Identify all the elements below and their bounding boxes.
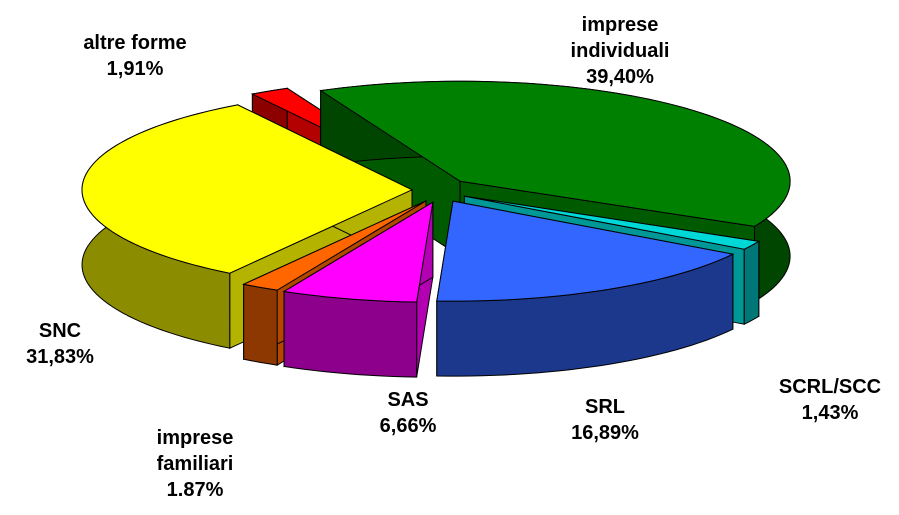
slice-label: imprese individuali 39,40% xyxy=(550,12,690,90)
value-label: 1,91% xyxy=(106,58,164,80)
slice-top xyxy=(242,200,427,291)
category-label: altre forme xyxy=(83,32,187,54)
slice-wall xyxy=(243,283,278,366)
slice-label: altre forme 1,91% xyxy=(35,30,235,82)
slice-top xyxy=(81,104,414,274)
category-label: imprese individuali xyxy=(570,14,670,62)
slice-top xyxy=(319,80,791,227)
value-label: 16,89% xyxy=(571,422,639,444)
category-label: SNC xyxy=(38,320,82,342)
slice-label: SNC 31,83% xyxy=(0,318,130,370)
slice-label: SAS 6,66% xyxy=(328,387,488,439)
pie-slice xyxy=(282,201,434,378)
category-label: SAS xyxy=(387,389,429,411)
category-label: SRL xyxy=(585,396,625,418)
value-label: 6,66% xyxy=(379,415,437,437)
value-label: 39,40% xyxy=(586,66,654,88)
slice-label: SCRL/SCC 1,43% xyxy=(750,374,899,426)
value-label: 1,43% xyxy=(801,402,859,424)
pie-slice xyxy=(436,200,735,377)
slice-label: SRL 16,89% xyxy=(525,394,685,446)
slice-top xyxy=(282,201,434,303)
slice-wall xyxy=(743,240,760,325)
category-label: imprese familiari xyxy=(156,427,234,475)
value-label: 1.87% xyxy=(166,479,224,501)
slice-top xyxy=(464,195,761,250)
value-label: 31,83% xyxy=(26,346,94,368)
slice-label: imprese familiari 1.87% xyxy=(135,425,255,503)
category-label: SCRL/SCC xyxy=(778,376,882,398)
slice-top xyxy=(436,200,735,302)
slice-wall xyxy=(283,290,418,378)
